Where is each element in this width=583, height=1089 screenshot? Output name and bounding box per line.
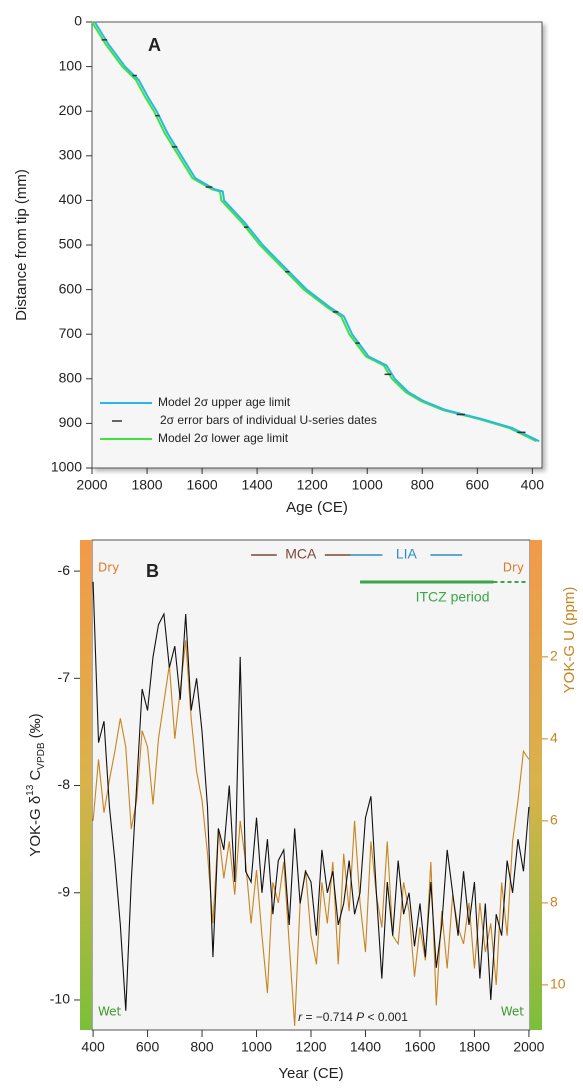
y-axis-label-part: VPDB <box>36 742 47 770</box>
stats-part: r <box>298 1010 303 1024</box>
legend-label: 2σ error bars of individual U-series dat… <box>160 413 377 427</box>
y-axis-label: YOK-G δ13 CVPDB (‰) <box>25 713 47 856</box>
plot-area <box>91 539 531 1031</box>
y-tick-label: 1000 <box>51 459 82 475</box>
y2-tick-label: 6 <box>550 812 558 828</box>
age-model-line <box>93 21 540 443</box>
x-tick-label: 400 <box>81 1039 105 1055</box>
x-tick-label: 1000 <box>241 1039 272 1055</box>
y-tick-label: -10 <box>50 991 70 1007</box>
y-axis-label: Distance from tip (mm) <box>13 169 30 321</box>
period-label: MCA <box>285 546 317 562</box>
right-moisture-strip <box>530 540 542 1030</box>
moisture-label: Wet <box>98 1005 122 1019</box>
y2-tick-label: 8 <box>550 894 558 910</box>
period-label: LIA <box>396 546 418 562</box>
y-tick-label: 200 <box>59 102 83 118</box>
legend-label: Model 2σ upper age limit <box>158 395 291 409</box>
x-tick-label: 2000 <box>76 477 107 493</box>
y-tick-label: -8 <box>58 776 71 792</box>
y-tick-label: 100 <box>59 57 83 73</box>
data-line <box>92 581 530 1011</box>
y2-axis-label: YOK-G U (ppm) <box>561 587 578 694</box>
x-tick-label: 1600 <box>187 477 218 493</box>
x-tick-label: 1000 <box>352 477 383 493</box>
left-moisture-strip <box>80 540 92 1030</box>
x-tick-label: 600 <box>136 1039 160 1055</box>
y-tick-label: 600 <box>59 280 83 296</box>
y-axis-label-part: YOK-G δ <box>27 796 44 857</box>
y2-tick-label: 10 <box>550 976 566 992</box>
x-tick-label: 1800 <box>131 477 162 493</box>
y-tick-label: -7 <box>58 669 71 685</box>
y-axis-label-part: 13 <box>25 784 36 796</box>
y-tick-label: 300 <box>59 147 83 163</box>
moisture-label: Wet <box>501 1005 525 1019</box>
x-tick-label: 800 <box>190 1039 214 1055</box>
x-tick-label: 600 <box>466 477 490 493</box>
x-tick-label: 1200 <box>297 477 328 493</box>
x-axis-label: Year (CE) <box>278 1065 343 1082</box>
y-tick-label: -6 <box>58 562 71 578</box>
y-tick-label: 800 <box>59 370 83 386</box>
x-tick-label: 1400 <box>242 477 273 493</box>
age-model-line <box>91 21 537 443</box>
x-axis-label: Age (CE) <box>286 499 348 516</box>
x-tick-label: 1400 <box>350 1039 381 1055</box>
x-tick-label: 1200 <box>295 1039 326 1055</box>
y-tick-label: 900 <box>59 414 83 430</box>
y2-tick-label: 4 <box>550 730 558 746</box>
panel-label: B <box>146 561 159 581</box>
y-tick-label: 500 <box>59 236 83 252</box>
y2-tick-label: 2 <box>550 648 558 664</box>
x-tick-label: 1800 <box>459 1039 490 1055</box>
moisture-label: Dry <box>98 561 119 575</box>
y-axis-label-part: C <box>27 770 44 785</box>
y-tick-label: 400 <box>59 191 83 207</box>
y-tick-label: 0 <box>74 13 82 29</box>
x-tick-label: 1600 <box>404 1039 435 1055</box>
y-axis-label-part: (‰) <box>27 713 44 742</box>
moisture-label: Dry <box>503 561 524 575</box>
panel-label: A <box>148 35 161 55</box>
legend-label: Model 2σ lower age limit <box>158 431 289 445</box>
x-tick-label: 800 <box>411 477 435 493</box>
stats-part: = −0.714 <box>302 1010 356 1024</box>
stats-part: P <box>356 1010 364 1024</box>
y-tick-label: -9 <box>58 883 71 899</box>
y-tick-label: 700 <box>59 325 83 341</box>
plot-area <box>91 21 543 469</box>
x-tick-label: 400 <box>521 477 545 493</box>
period-label: ITCZ period <box>416 589 490 605</box>
stats-label: r = −0.714 P < 0.001 <box>298 1010 408 1024</box>
x-tick-label: 2000 <box>513 1039 544 1055</box>
data-line <box>92 640 530 1026</box>
stats-part: < 0.001 <box>364 1010 408 1024</box>
